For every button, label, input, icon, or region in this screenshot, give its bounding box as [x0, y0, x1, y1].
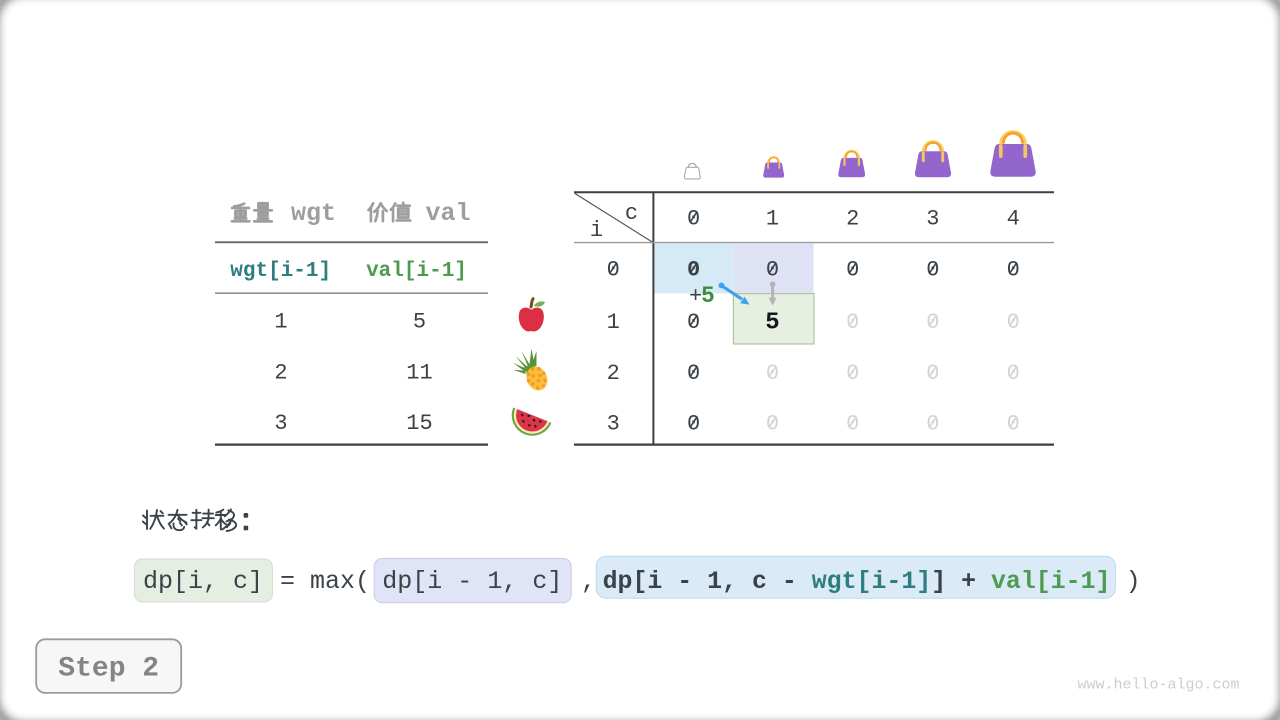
svg-text:dp[i, c]: dp[i, c]	[143, 567, 263, 596]
svg-text:wgt[i-1]: wgt[i-1]	[230, 260, 331, 283]
svg-text:dp[i - 1, c]: dp[i - 1, c]	[382, 567, 562, 596]
svg-text:c: c	[625, 201, 638, 226]
svg-text:2: 2	[607, 361, 620, 386]
svg-text:5: 5	[413, 310, 426, 335]
svg-text:dp[i - 1, c - wgt[i-1]] + val[: dp[i - 1, c - wgt[i-1]] + val[i-1]	[603, 568, 1111, 596]
svg-text:5: 5	[765, 310, 779, 337]
svg-text:15: 15	[406, 411, 432, 436]
svg-text:1: 1	[766, 207, 779, 232]
svg-text:2: 2	[846, 207, 859, 232]
svg-text:www.hello-algo.com: www.hello-algo.com	[1078, 677, 1240, 694]
svg-text:= max(: = max(	[280, 567, 370, 596]
svg-text:5: 5	[701, 283, 715, 309]
svg-text:3: 3	[607, 412, 620, 437]
svg-text:2: 2	[274, 361, 287, 386]
svg-text:val[i-1]: val[i-1]	[366, 260, 467, 283]
svg-text:11: 11	[406, 361, 432, 386]
svg-text:i: i	[590, 218, 603, 243]
svg-text:wgt: wgt	[291, 199, 336, 228]
svg-text:4: 4	[1007, 207, 1020, 232]
svg-text:1: 1	[274, 310, 287, 335]
svg-text:3: 3	[926, 207, 939, 232]
svg-text:val: val	[426, 199, 471, 228]
svg-text:+: +	[689, 284, 702, 309]
svg-text:1: 1	[607, 310, 620, 335]
svg-text:,: ,	[581, 567, 596, 596]
svg-text:): )	[1126, 567, 1141, 596]
svg-text:3: 3	[274, 411, 287, 436]
svg-text:Step 2: Step 2	[58, 654, 159, 685]
